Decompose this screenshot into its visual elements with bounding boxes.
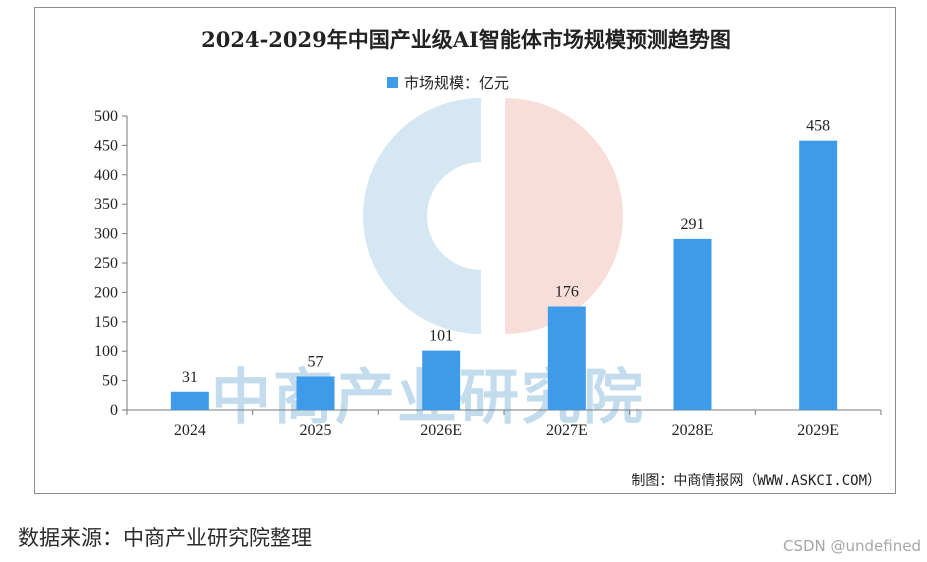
data-label-2025: 57	[308, 353, 324, 370]
y-tick-label: 0	[110, 402, 118, 419]
chart-title: 2024-2029年中国产业级AI智能体市场规模预测趋势图	[201, 27, 731, 52]
data-label-2026E: 101	[429, 328, 453, 345]
bar-2024	[170, 391, 209, 410]
legend-label: 市场规模：亿元	[404, 74, 509, 92]
data-source-note: 数据来源：中商产业研究院整理	[18, 526, 312, 550]
x-tick-label-2026E: 2026E	[420, 422, 462, 439]
x-axis: 2024 2025 2026E 2027E 2028E 2029E	[126, 409, 882, 439]
legend-swatch	[387, 77, 398, 88]
bars	[170, 140, 838, 411]
y-tick-label: 350	[94, 196, 118, 213]
x-tick-label-2029E: 2029E	[797, 422, 839, 439]
y-tick-label: 50	[102, 373, 118, 390]
watermark-logo	[363, 98, 623, 334]
platform-credit: CSDN @undefined	[782, 537, 921, 555]
x-tick-label-2028E: 2028E	[672, 422, 714, 439]
y-tick-label: 500	[94, 108, 118, 125]
y-tick-label: 200	[94, 284, 118, 301]
y-tick-label: 400	[94, 167, 118, 184]
y-tick-label: 450	[94, 137, 118, 154]
data-label-2024: 31	[182, 369, 198, 386]
bar-2028E	[673, 238, 712, 410]
data-label-2029E: 458	[806, 118, 830, 135]
bar-2025	[296, 376, 335, 410]
data-label-2027E: 176	[555, 284, 579, 301]
bar-2026E	[422, 350, 461, 410]
y-tick-label: 150	[94, 314, 118, 331]
x-tick-label-2025: 2025	[300, 422, 332, 439]
bar-2027E	[547, 306, 586, 410]
y-tick-label: 250	[94, 255, 118, 272]
x-tick-label-2024: 2024	[174, 422, 206, 439]
x-tick-label-2027E: 2027E	[546, 422, 588, 439]
legend: 市场规模：亿元	[387, 74, 509, 92]
bar-2029E	[799, 140, 838, 411]
bar-chart: 中商产业研究院 2024-2029年中国产业级AI智能体市场规模预测趋势图 市场…	[94, 27, 882, 489]
chart-credit: 制图：中商情报网（WWW.ASKCI.COM）	[631, 473, 881, 489]
data-label-2028E: 291	[681, 216, 705, 233]
chart-frame: 中商产业研究院 2024-2029年中国产业级AI智能体市场规模预测趋势图 市场…	[34, 7, 896, 494]
value-labels: 31 57 101 176 291 458	[182, 118, 830, 386]
y-axis: 0 50 100 150 200 250 300 350 400 450 500	[94, 108, 128, 419]
y-tick-label: 300	[94, 226, 118, 243]
y-tick-label: 100	[94, 343, 118, 360]
